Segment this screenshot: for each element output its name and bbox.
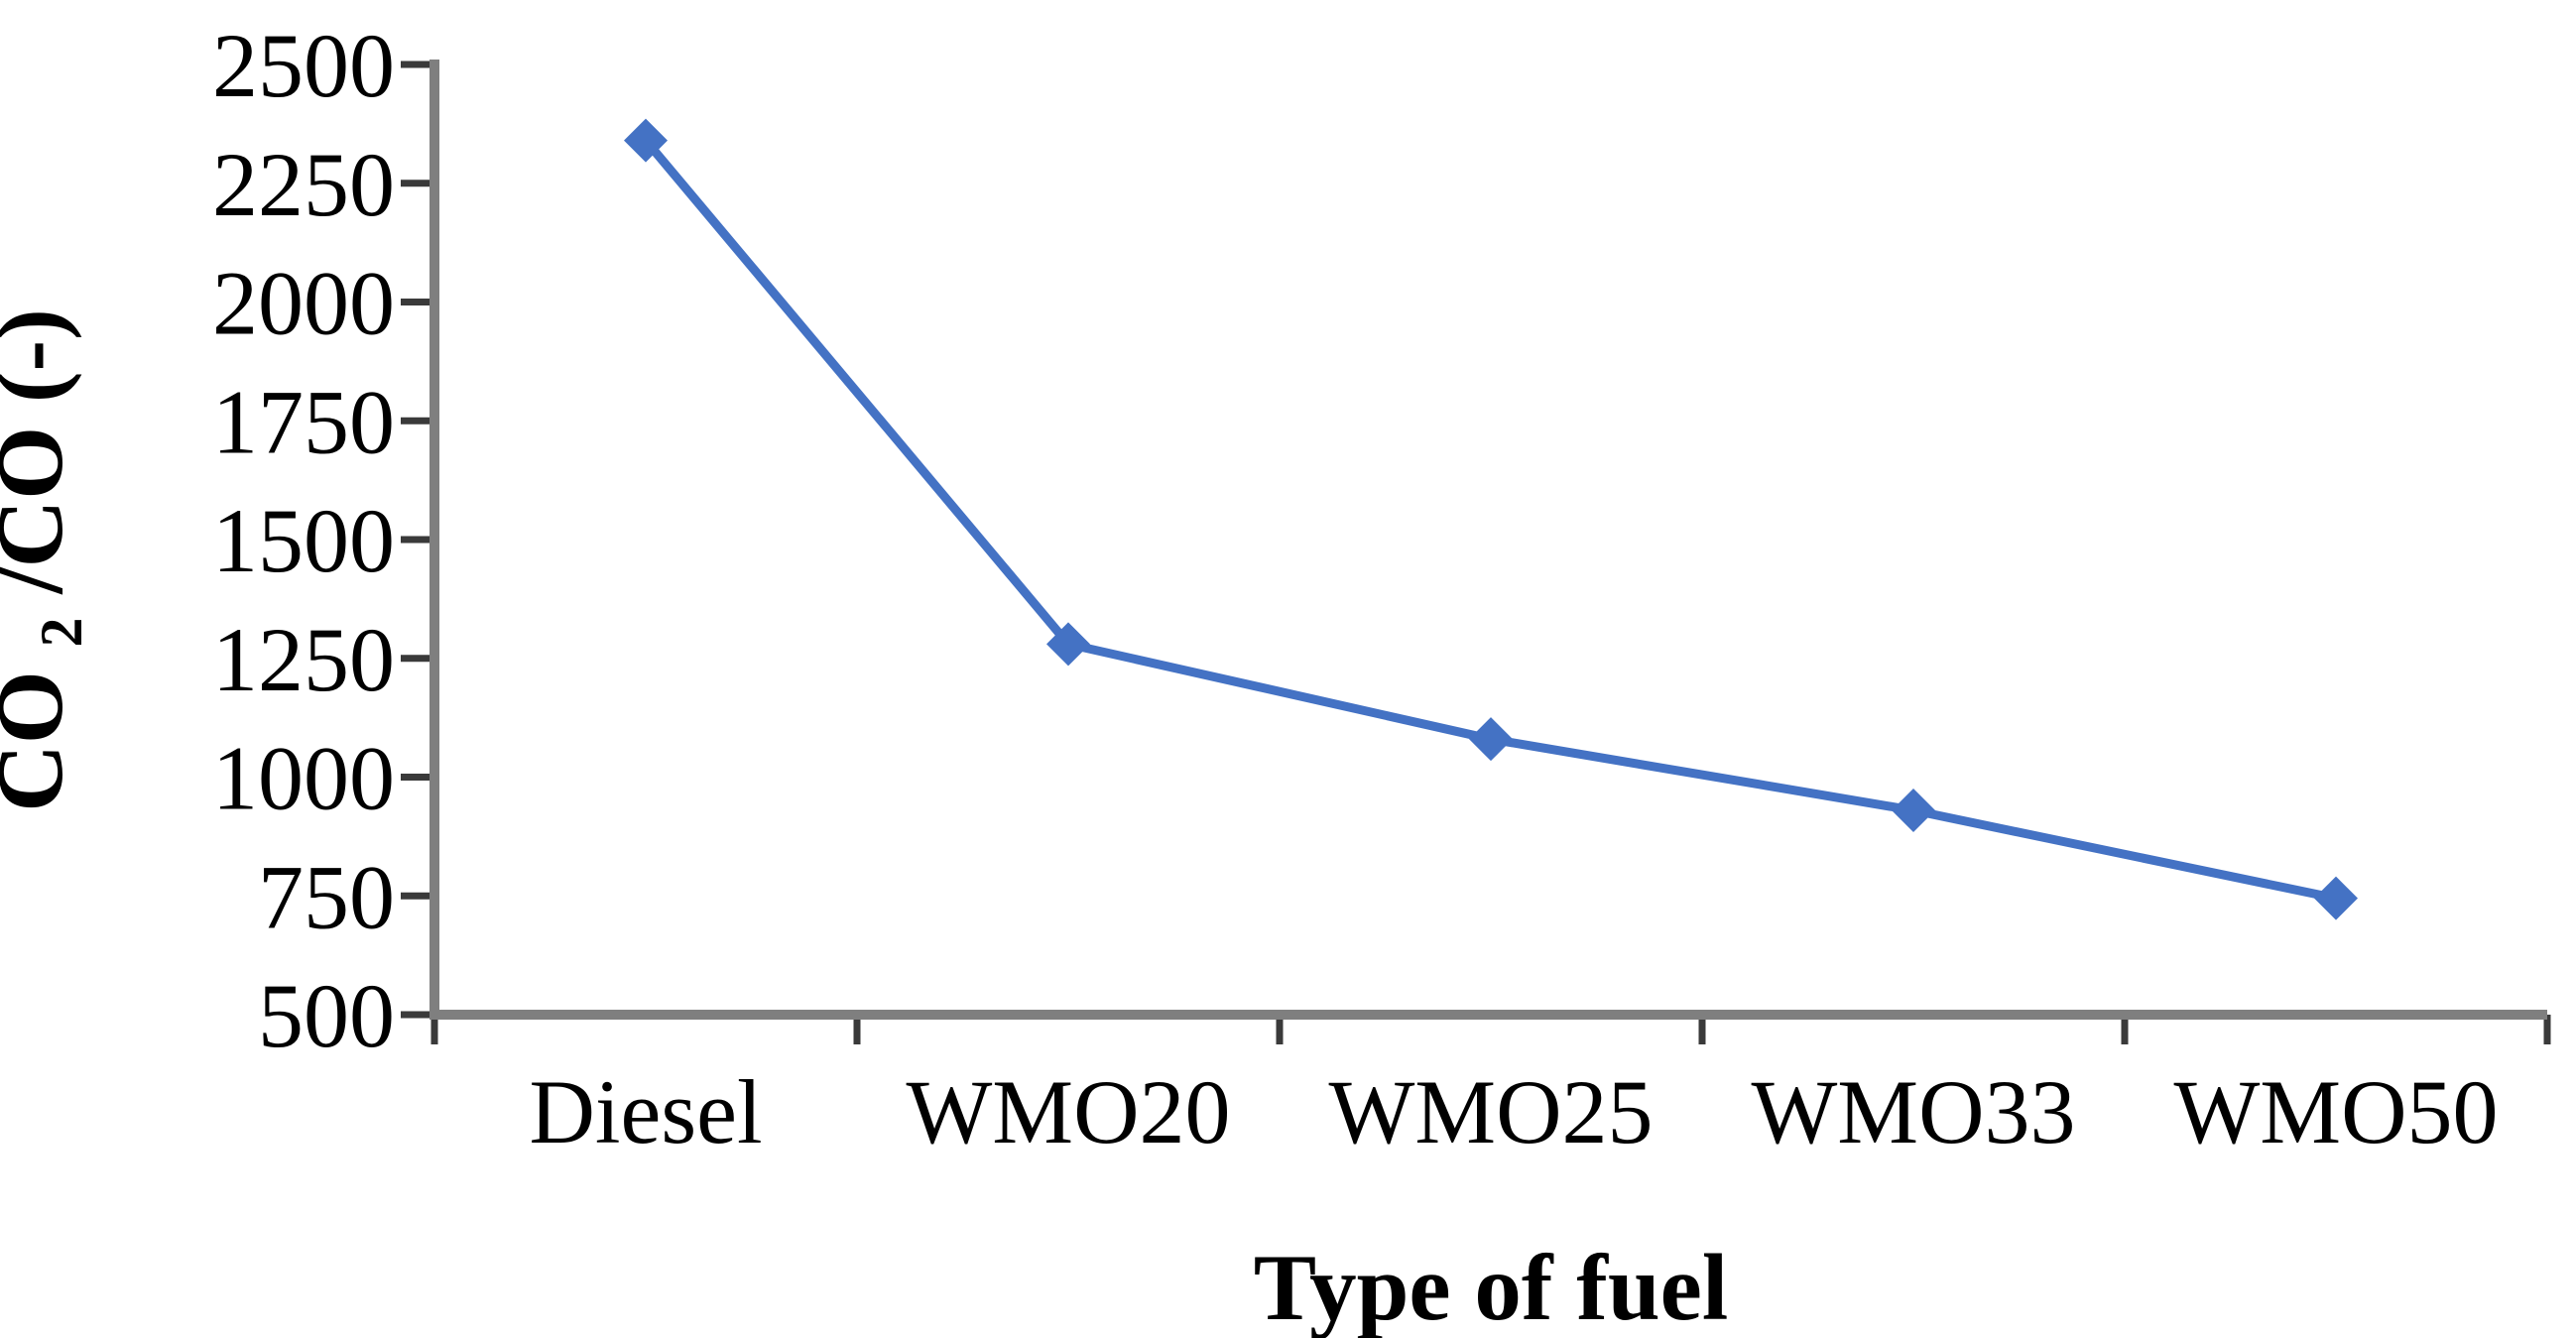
- y-axis-title-base2: /CO (-): [0, 308, 82, 595]
- x-tick-label-diesel: Diesel: [529, 1061, 762, 1162]
- y-axis-title-subscript: 2: [29, 618, 94, 648]
- y-axis-title: CO 2 /CO (-): [0, 308, 102, 812]
- x-tick-label-wmo50: WMO50: [2173, 1061, 2498, 1162]
- y-tick-label-2000: 2000: [212, 253, 395, 354]
- y-tick-label-750: 750: [258, 846, 395, 947]
- y-axis-tick-marks: [401, 61, 434, 1019]
- data-point-wmo50: [2314, 876, 2358, 920]
- y-axis-tick-labels: 500 750 1000 1250 1500 1750 2000 2250 2500: [212, 15, 395, 1066]
- x-axis-category-labels: Diesel WMO20 WMO25 WMO33 WMO50: [529, 1061, 2498, 1162]
- x-tick-label-wmo20: WMO20: [906, 1061, 1230, 1162]
- data-point-wmo20: [1046, 622, 1090, 667]
- y-tick-label-2250: 2250: [212, 134, 395, 235]
- data-point-diesel: [624, 118, 668, 163]
- data-point-wmo33: [1892, 789, 1935, 833]
- y-tick-label-1500: 1500: [212, 490, 395, 591]
- y-tick-label-1750: 1750: [212, 371, 395, 472]
- y-tick-label-1250: 1250: [212, 609, 395, 710]
- y-axis-title-base1: CO: [0, 670, 82, 812]
- x-tick-label-wmo25: WMO25: [1328, 1061, 1653, 1162]
- x-tick-label-wmo33: WMO33: [1751, 1061, 2075, 1162]
- y-tick-label-500: 500: [258, 965, 395, 1066]
- data-point-wmo25: [1469, 717, 1513, 762]
- y-tick-label-2500: 2500: [212, 15, 395, 116]
- data-point-markers: [624, 118, 2358, 920]
- y-tick-label-1000: 1000: [212, 728, 395, 829]
- x-axis-title: Type of fuel: [1254, 1235, 1728, 1338]
- data-series-line: [641, 136, 2341, 904]
